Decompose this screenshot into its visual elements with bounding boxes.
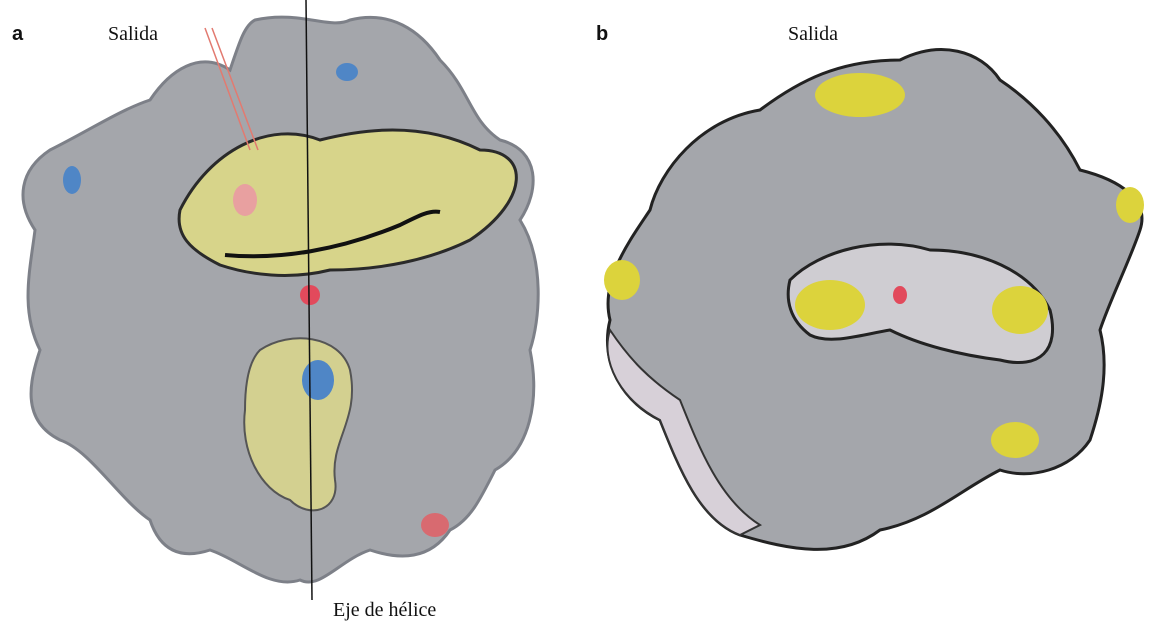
- exit-label: Salida: [108, 23, 158, 45]
- yellow-patch: [795, 280, 865, 330]
- blue-patch: [336, 63, 358, 81]
- panel-label: b: [596, 23, 608, 45]
- panel-label: a: [12, 23, 24, 45]
- figure: a Salida Eje de hélice b Salida: [0, 0, 1155, 625]
- panel-b: b Salida: [596, 23, 1144, 549]
- yellow-patch: [991, 422, 1039, 458]
- blue-patch: [63, 166, 81, 194]
- yellow-patch: [1116, 187, 1144, 223]
- blue-patch: [302, 360, 334, 400]
- red-patch: [893, 286, 907, 304]
- yellow-patch: [992, 286, 1048, 334]
- yellow-patch: [604, 260, 640, 300]
- red-patch: [300, 285, 320, 305]
- protein-surface: [23, 17, 538, 582]
- exit-label: Salida: [788, 23, 838, 45]
- red-patch: [233, 184, 257, 216]
- panel-a: a Salida Eje de hélice: [12, 0, 538, 621]
- yellow-patch: [815, 73, 905, 117]
- red-patch: [421, 513, 449, 537]
- axis-label: Eje de hélice: [333, 599, 436, 621]
